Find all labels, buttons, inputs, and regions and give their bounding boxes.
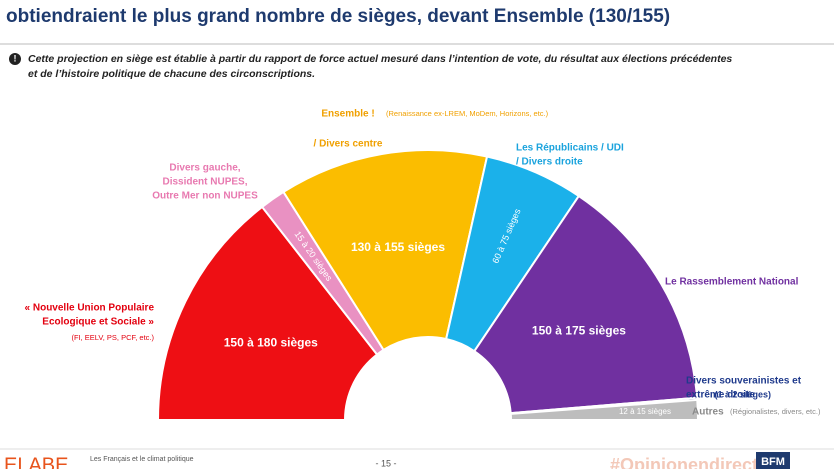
segment (509, 398, 700, 421)
brand: ELABE (4, 454, 68, 469)
segment-label: Ensemble ! (321, 109, 374, 120)
segment-label: / Divers droite (516, 157, 583, 168)
segment-label: Divers gauche, (169, 163, 240, 174)
hashtag: #Opinionendirect (610, 455, 758, 469)
segment-label: « Nouvelle Union Populaire (25, 303, 155, 314)
segment-label: Autres (692, 407, 724, 418)
channel-logo (756, 452, 790, 469)
segment-label: Ecologique et Sociale » (42, 317, 154, 328)
segment-label: Divers souverainistes et (686, 376, 802, 387)
segment-label: Le Rassemblement National (665, 277, 799, 288)
info-icon (9, 53, 21, 65)
segment (472, 194, 699, 415)
value-label: 12 à 15 sièges (619, 407, 671, 416)
value-label: 150 à 175 sièges (532, 324, 626, 338)
segment (156, 205, 379, 421)
value-label: (1 à 2 sièges) (714, 389, 771, 399)
channel: BFM (761, 456, 785, 468)
segment-label: Outre Mer non NUPES (152, 191, 258, 202)
value-label: 150 à 180 sièges (224, 335, 318, 349)
page-number: - 15 - (375, 458, 396, 468)
title: obtiendraient le plus grand nombre de si… (6, 6, 670, 27)
segment-label: Dissident NUPES, (162, 177, 247, 188)
note: Cette projection en siège est établie à … (28, 53, 732, 65)
segment-detail: (Régionalistes, divers, etc.) (730, 407, 821, 416)
segment-label: / Divers centre (314, 139, 383, 150)
segment-detail: (FI, EELV, PS, PCF, etc.) (71, 333, 154, 342)
value-label: 130 à 155 sièges (351, 240, 445, 254)
segment-label: Les Républicains / UDI (516, 143, 624, 154)
note: et de l’histoire politique de chacune de… (28, 68, 315, 80)
footer-subject: Les Français et le climat politique (90, 456, 194, 463)
chart: « Nouvelle Union Populaire Ecologique et … (25, 109, 821, 421)
segment (282, 149, 489, 352)
segment-detail: (Renaissance ex-LREM, MoDem, Horizons, e… (386, 109, 549, 118)
segment-label: extrême droite (686, 390, 755, 401)
info-glyph: ! (14, 53, 17, 63)
